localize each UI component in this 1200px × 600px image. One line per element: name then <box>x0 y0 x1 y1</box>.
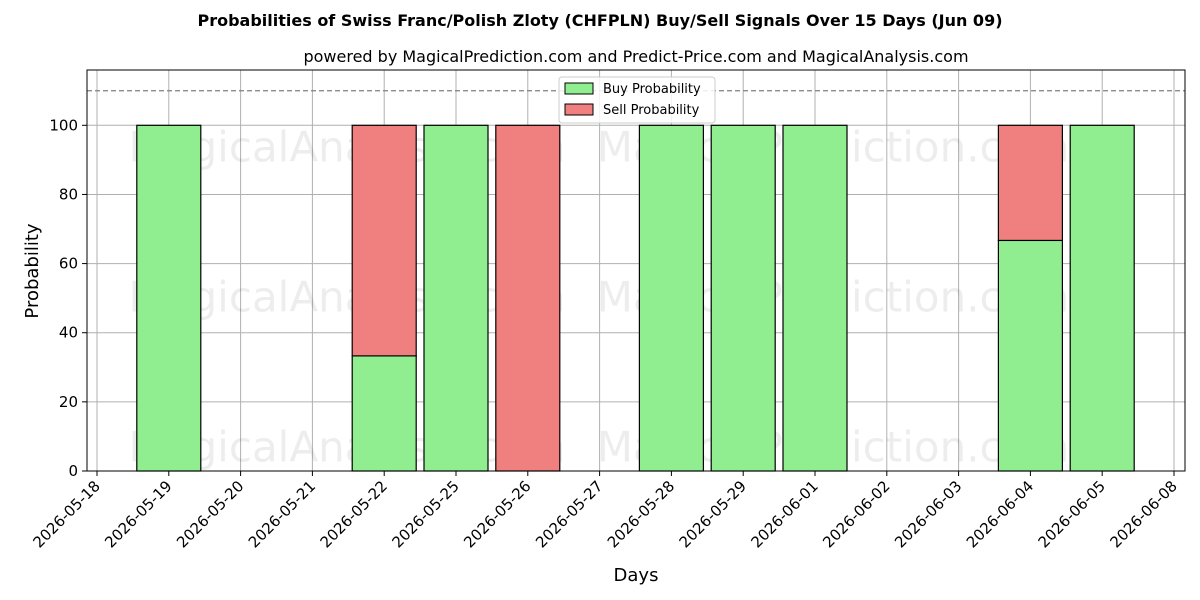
bar-segment <box>136 124 202 472</box>
bar-segment <box>423 124 489 472</box>
chart-title: Probabilities of Swiss Franc/Polish Zlot… <box>197 11 1002 30</box>
legend-swatch <box>564 82 594 95</box>
x-tick-label: 2026-06-04 <box>963 477 1037 551</box>
y-tick-label: 0 <box>68 462 78 480</box>
x-tick-label: 2026-06-05 <box>1035 477 1109 551</box>
x-tick-label: 2026-06-01 <box>747 477 821 551</box>
bar-segment <box>782 124 848 472</box>
bar-segment <box>351 355 417 472</box>
legend-box <box>558 76 716 124</box>
x-tick-label: 2026-05-28 <box>604 477 678 551</box>
legend-label: Buy Probability <box>603 82 701 97</box>
y-tick-label: 20 <box>59 393 78 411</box>
x-tick-label: 2026-05-25 <box>388 477 462 551</box>
x-tick-label: 2026-05-27 <box>532 477 606 551</box>
x-tick-label: 2026-05-22 <box>317 477 391 551</box>
legend-swatch <box>564 103 594 116</box>
x-tick-label: 2026-05-18 <box>29 477 103 551</box>
x-axis-label: Days <box>614 565 659 586</box>
y-axis: 0 20 40 60 80 100 <box>49 116 87 480</box>
bar-segment <box>495 124 561 472</box>
y-tick-label: 40 <box>59 324 78 342</box>
y-tick-label: 100 <box>49 116 78 134</box>
x-tick-label: 2026-06-02 <box>819 477 893 551</box>
bar-segment <box>1069 124 1135 472</box>
bar-segment <box>710 124 776 472</box>
x-tick-label: 2026-05-26 <box>460 477 534 551</box>
y-axis-label: Probability <box>22 223 43 318</box>
y-tick-label: 60 <box>59 255 78 273</box>
chart-subtitle: powered by MagicalPrediction.com and Pre… <box>303 47 968 66</box>
x-tick-label: 2026-06-03 <box>891 477 965 551</box>
x-tick-label: 2026-05-20 <box>173 477 247 551</box>
x-axis: 2026-05-182026-05-192026-05-202026-05-21… <box>29 471 1181 551</box>
x-tick-label: 2026-05-19 <box>101 477 175 551</box>
x-tick-label: 2026-05-29 <box>676 477 750 551</box>
bars <box>136 124 1135 472</box>
plot-frame <box>86 69 1186 472</box>
bar-segment <box>997 124 1064 242</box>
legend-label: Sell Probability <box>603 103 700 118</box>
watermarks: MagicalAnalysis.comMagicalPrediction.com… <box>129 123 1070 472</box>
x-tick-label: 2026-06-08 <box>1106 477 1180 551</box>
bar-segment <box>638 124 705 472</box>
bar-segment <box>351 124 417 357</box>
x-tick-label: 2026-05-21 <box>245 477 319 551</box>
y-tick-label: 80 <box>59 185 78 203</box>
legend: Buy Probability Sell Probability <box>558 76 716 124</box>
bar-segment <box>997 239 1064 472</box>
